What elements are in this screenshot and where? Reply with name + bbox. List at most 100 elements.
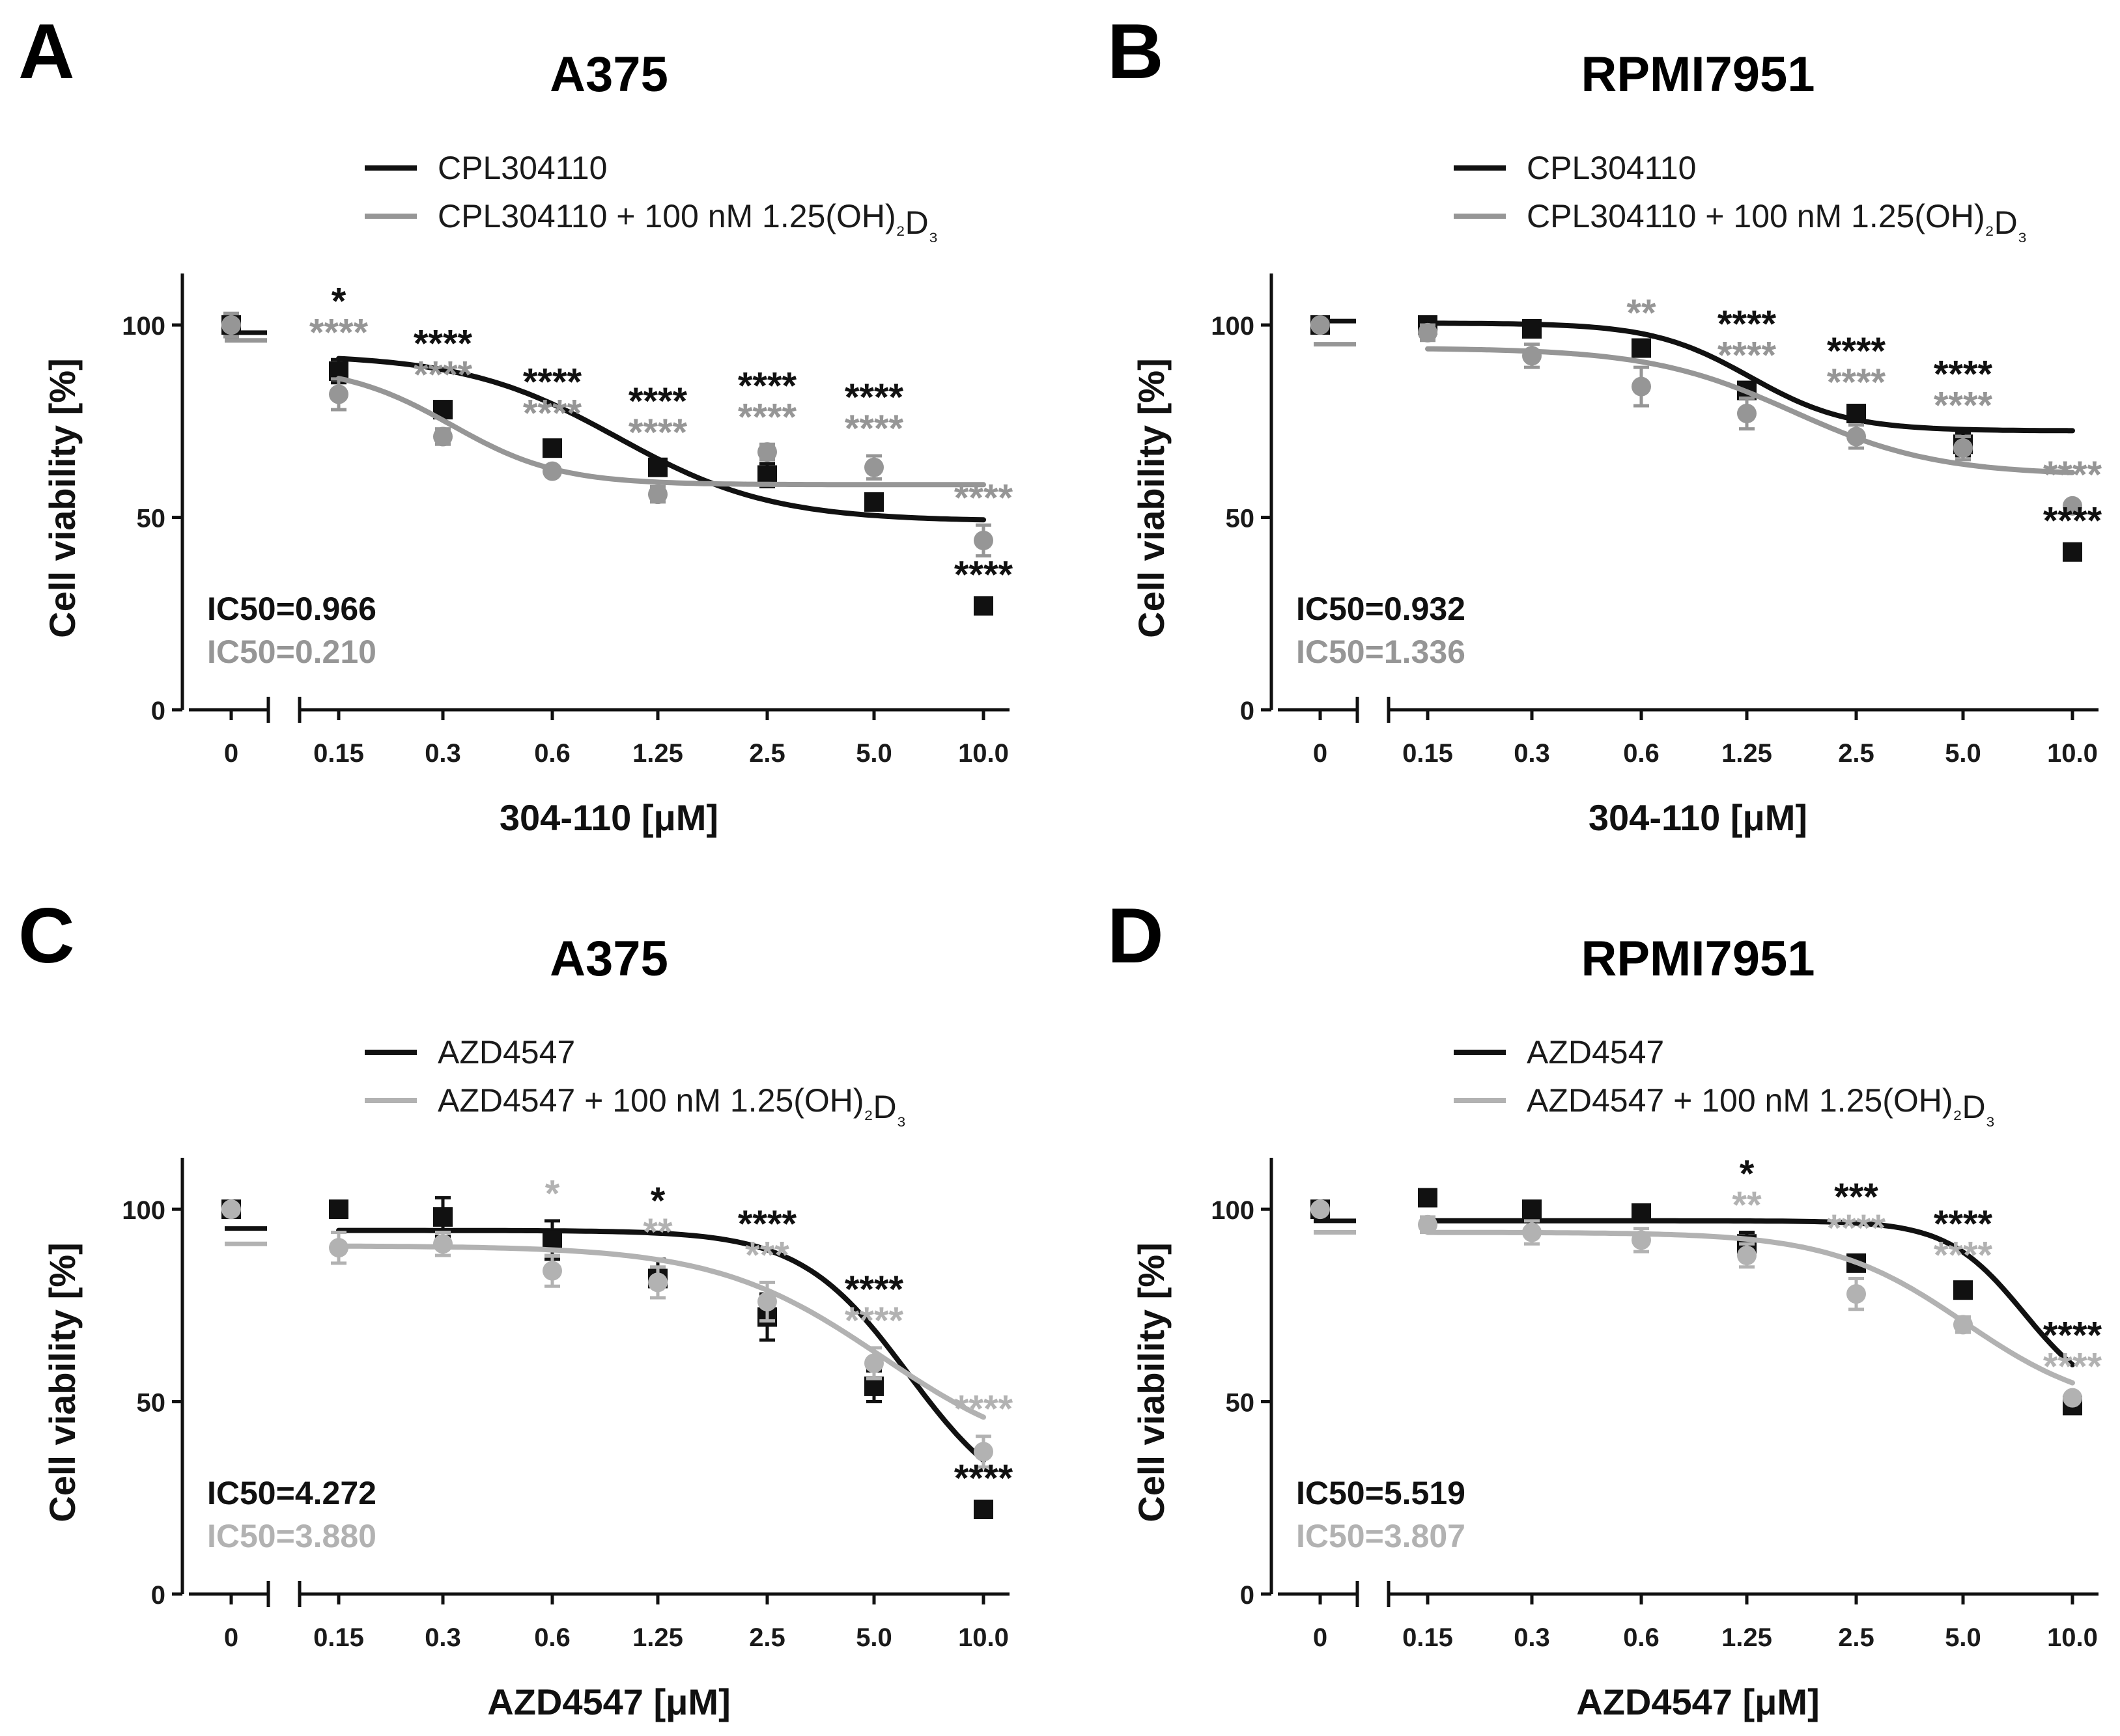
y-tick-label: 0 [1240,1581,1254,1610]
y-tick-label: 0 [1240,697,1254,725]
significance-stars: **** [2043,1315,2102,1357]
data-point [1846,404,1866,423]
x-tick-label: 0.6 [534,739,571,768]
data-point [1418,322,1437,343]
legend-entry: AZD4547 + 100 nM 1.25(OH)₂D₃ [438,1082,906,1130]
significance-stars: *** [1834,1176,1878,1218]
significance-stars: **** [1934,1203,1993,1245]
data-point [1418,1188,1437,1208]
data-point [221,1199,241,1220]
data-point [329,384,348,404]
significance-stars: ** [1626,292,1656,335]
chart-panel-d: D RPMI7951 AZD4547 AZD4547 + 100 nM 1.25(OH… [1107,892,2102,1722]
significance-stars: * [651,1180,666,1222]
x-axis-label: 304-110 [μM] [1589,797,1807,838]
data-point [433,1234,453,1254]
significance-stars: ** [1732,1184,1762,1227]
data-point [1846,427,1866,447]
x-tick-label: 0.6 [1623,739,1660,768]
chart-panel-c: C A375 AZD4547 AZD4547 + 100 nM 1.25(OH)₂D₃… [18,892,1013,1722]
fit-curve [336,376,986,488]
x-tick-label: 0 [1313,1623,1327,1652]
significance-stars: **** [2043,500,2102,542]
chart-panel-a: A A375 CPL304110 CPL304110 + 100 nM 1.25(OH… [18,8,1013,838]
legend-entry: CPL304110 + 100 nM 1.25(OH)₂D₃ [438,198,938,245]
data-point [1632,376,1651,397]
data-point [864,1353,884,1373]
significance-stars: **** [1827,1207,1886,1250]
significance-stars: **** [1934,385,1993,427]
significance-stars: * [545,1173,560,1215]
significance-stars: **** [2043,454,2102,496]
significance-stars: **** [1827,330,1886,372]
legend-entry: AZD4547 [1527,1034,1664,1071]
chart-title: RPMI7951 [1581,47,1815,102]
significance-stars: *** [745,1234,789,1276]
data-point [1522,1199,1542,1220]
data-point [1632,338,1651,358]
data-point [1737,404,1757,423]
x-tick-label: 1.25 [1721,739,1772,768]
ic50-label: IC50=0.932 [1296,591,1465,627]
x-axis-label: 304-110 [μM] [500,797,718,838]
ic50-label: IC50=0.210 [207,634,376,670]
y-tick-label: 0 [151,1581,165,1610]
panel-label: D [1107,892,1164,979]
y-tick-label: 100 [1211,312,1254,341]
x-tick-label: 5.0 [1945,1623,1981,1652]
data-point [757,1291,777,1311]
x-tick-label: 2.5 [749,1623,785,1652]
significance-stars: **** [1934,354,1993,396]
significance-stars: **** [845,408,904,450]
significance-stars: **** [414,354,473,396]
data-point [1953,1280,1973,1300]
data-point [1737,1246,1757,1265]
x-tick-label: 10.0 [2047,1623,2098,1652]
significance-stars: **** [738,396,797,438]
significance-stars: **** [845,1268,904,1311]
significance-stars: **** [414,322,473,365]
ic50-label: IC50=1.336 [1296,634,1465,670]
y-tick-label: 100 [1211,1196,1254,1225]
x-tick-label: 0.3 [1514,1623,1550,1652]
data-point [2063,542,2082,562]
significance-stars: **** [954,1388,1013,1431]
data-point [757,465,777,485]
legend-entry: CPL304110 [1527,150,1696,186]
legend-entry: AZD4547 + 100 nM 1.25(OH)₂D₃ [1527,1082,1995,1130]
data-point [1522,346,1542,366]
data-point [1953,1315,1973,1335]
data-point [1310,1199,1330,1220]
x-tick-label: 1.25 [632,739,683,768]
x-tick-label: 5.0 [1945,739,1981,768]
y-tick-label: 50 [1226,1389,1255,1418]
x-tick-label: 0 [224,1623,238,1652]
significance-stars: **** [1827,361,1886,404]
significance-stars: **** [523,392,582,434]
y-tick-label: 100 [122,1196,165,1225]
x-tick-label: 0.6 [534,1623,571,1652]
x-tick-label: 0.15 [1402,1623,1453,1652]
x-axis-label: AZD4547 [μM] [487,1681,730,1722]
significance-stars: **** [1717,335,1777,377]
x-tick-label: 0.3 [425,739,461,768]
panel-label: C [18,892,75,979]
data-point [648,457,668,477]
chart-title: A375 [550,47,668,102]
fit-curve [336,1227,986,1463]
significance-stars: **** [629,380,688,423]
x-axis-label: AZD4547 [μM] [1576,1681,1819,1722]
data-point [1632,1230,1651,1250]
x-tick-label: 0.15 [313,739,364,768]
chart-title: A375 [550,931,668,987]
panel-label: A [18,8,75,95]
data-point [543,438,562,458]
x-tick-label: 2.5 [1838,739,1874,768]
significance-stars: **** [1717,303,1777,346]
data-point [1522,1222,1542,1242]
chart-panel-b: B RPMI7951 CPL304110 CPL304110 + 100 nM 1.2… [1107,8,2102,838]
ic50-label: IC50=5.519 [1296,1475,1465,1511]
y-tick-label: 50 [137,505,166,533]
ic50-label: IC50=4.272 [207,1475,376,1511]
significance-stars: **** [309,311,369,354]
